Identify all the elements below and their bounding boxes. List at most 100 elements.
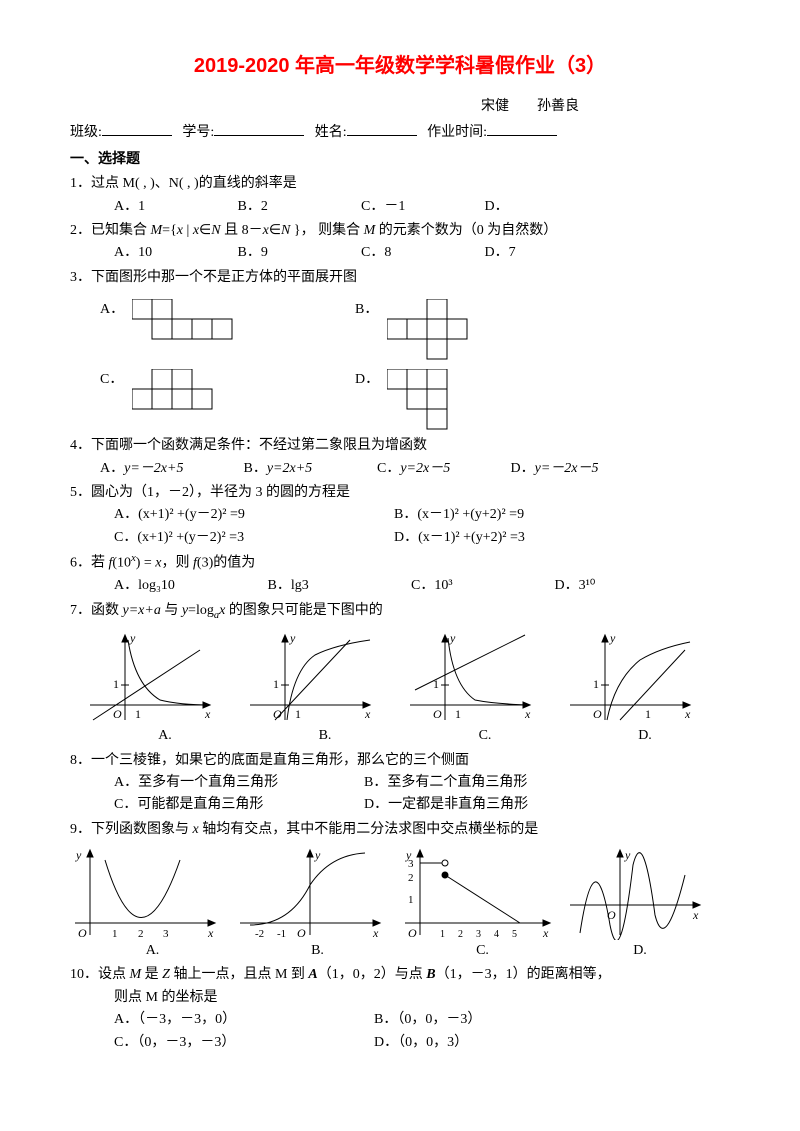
q1-A: A．1: [114, 196, 234, 218]
q5-options: A．(x+1)² +(y－2)² =9B．(x－1)² +(y+2)² =9 C…: [70, 504, 730, 549]
svg-text:x: x: [207, 926, 214, 940]
q2-C: C．8: [361, 242, 481, 264]
q3-row2: C． D．: [70, 369, 730, 433]
q3-row1: A． B．: [70, 299, 730, 363]
q5-B: B．(x－1)² +(y+2)² =9: [394, 504, 524, 526]
q1-options: A．1 B．2 C．－1 D．: [70, 196, 730, 218]
question-5: 5．圆心为（1，－2），半径为 3 的圆的方程是: [70, 482, 730, 504]
q3-net-B: [387, 299, 487, 363]
q3-net-C: [132, 369, 252, 413]
blank-class[interactable]: [102, 122, 172, 136]
q8-C: C．可能都是直角三角形: [114, 794, 364, 816]
svg-text:-2: -2: [255, 928, 264, 940]
q1-stem: 1．过点 M( , )、N( , )的直线的斜率是: [70, 176, 297, 191]
q3-net-A: [132, 299, 252, 343]
svg-text:x: x: [684, 707, 691, 721]
q2-options: A．10 B．9 C．8 D．7: [70, 242, 730, 264]
q9-fig-B: y x O -2 -1 B.: [235, 845, 400, 962]
label-id: 学号:: [182, 125, 214, 140]
q3-D-label: D．: [355, 369, 383, 391]
svg-text:O: O: [433, 707, 442, 721]
svg-text:2: 2: [458, 929, 463, 940]
q8-A: A．至多有一个直角三角形: [114, 772, 364, 794]
svg-text:x: x: [692, 908, 699, 922]
q6-C: C．10³: [411, 575, 551, 597]
q9-fig-A: y x O 1 2 3 A.: [70, 845, 235, 962]
q7-fig-A: y x O 1 1 A.: [85, 630, 245, 747]
svg-text:5: 5: [512, 929, 517, 940]
q7-fig-D: y x O 1 1 D.: [565, 630, 725, 747]
svg-text:1: 1: [440, 929, 445, 940]
question-10: 10．设点 M 是 Z 轴上一点，且点 M 到 A（1，0，2）与点 B（1，－…: [70, 964, 730, 986]
q9-D-label: D.: [565, 940, 715, 962]
svg-text:4: 4: [494, 929, 499, 940]
svg-text:x: x: [542, 926, 549, 940]
q8-options: A．至多有一个直角三角形B．至多有二个直角三角形 C．可能都是直角三角形D．一定…: [70, 772, 730, 817]
svg-text:1: 1: [273, 677, 279, 691]
question-2: 2．已知集合 M={x | x∈N 且 8－x∈N }， 则集合 M 的元素个数…: [70, 220, 730, 242]
q9-fig-C: y x O 3 2 1 1 2 3 4 5 C.: [400, 845, 565, 962]
q7-D-label: D.: [565, 725, 725, 747]
q7-A-label: A.: [85, 725, 245, 747]
q2-D: D．7: [485, 242, 605, 264]
svg-text:O: O: [408, 926, 417, 940]
svg-text:1: 1: [135, 707, 141, 721]
svg-text:1: 1: [113, 677, 119, 691]
svg-text:1: 1: [433, 677, 439, 691]
q10-D: D．（0，0，3）: [374, 1032, 468, 1054]
q4-A: A．y=－2x+5: [100, 458, 240, 480]
question-3: 3．下面图形中那一个不是正方体的平面展开图: [70, 267, 730, 289]
label-class: 班级:: [70, 125, 102, 140]
svg-text:y: y: [129, 631, 136, 645]
q7-figures: y x O 1 1 A. y x O 1 1 B.: [70, 630, 730, 747]
q1-C: C．－1: [361, 196, 481, 218]
question-1: 1．过点 M( , )、N( , )的直线的斜率是: [70, 173, 730, 195]
svg-text:x: x: [204, 707, 211, 721]
q6-A: A．log₃10: [114, 575, 264, 597]
q9-C-label: C.: [400, 940, 565, 962]
q2-B: B．9: [238, 242, 358, 264]
q7-fig-B: y x O 1 1 B.: [245, 630, 405, 747]
svg-text:1: 1: [593, 677, 599, 691]
blank-name[interactable]: [347, 122, 417, 136]
q9-A-label: A.: [70, 940, 235, 962]
label-name: 姓名:: [315, 125, 347, 140]
svg-text:1: 1: [295, 707, 301, 721]
svg-text:y: y: [609, 631, 616, 645]
q4-options: A．y=－2x+5 B．y=2x+5 C．y=2x－5 D．y=－2x－5: [70, 458, 730, 480]
q9-B-label: B.: [235, 940, 400, 962]
svg-text:O: O: [593, 707, 602, 721]
svg-text:O: O: [297, 926, 306, 940]
svg-text:1: 1: [112, 928, 118, 940]
question-7: 7．函数 y=x+a 与 y=logax 的图象只可能是下图中的: [70, 600, 730, 625]
question-6: 6．若 f(10x) = x，则 f(3)的值为: [70, 551, 730, 575]
blank-time[interactable]: [487, 122, 557, 136]
svg-text:y: y: [75, 848, 82, 862]
svg-text:x: x: [524, 707, 531, 721]
svg-text:O: O: [78, 926, 87, 940]
svg-text:y: y: [449, 631, 456, 645]
question-4: 4．下面哪一个函数满足条件：不经过第二象限且为增函数: [70, 435, 730, 457]
q10-stem2: 则点 M 的坐标是: [70, 987, 730, 1009]
q10-options: A．（－3，－3，0）B．（0，0，－3） C．（0，－3，－3）D．（0，0，…: [70, 1009, 730, 1054]
q5-A: A．(x+1)² +(y－2)² =9: [114, 504, 394, 526]
q3-net-D: [387, 369, 487, 433]
question-9: 9．下列函数图象与 x 轴均有交点，其中不能用二分法求图中交点横坐标的是: [70, 819, 730, 841]
q7-C-label: C.: [405, 725, 565, 747]
svg-text:3: 3: [408, 858, 414, 870]
q7-B-label: B.: [245, 725, 405, 747]
q8-D: D．一定都是非直角三角形: [364, 794, 528, 816]
q2-A: A．10: [114, 242, 234, 264]
q3-C-label: C．: [100, 369, 128, 391]
svg-text:1: 1: [455, 707, 461, 721]
blank-id[interactable]: [214, 122, 304, 136]
section-heading: 一、选择题: [70, 149, 730, 171]
page-title: 2019-2020 年高一年级数学学科暑假作业（3）: [70, 50, 730, 82]
svg-text:O: O: [113, 707, 122, 721]
q7-fig-C: y x O 1 1 C.: [405, 630, 565, 747]
info-row: 班级: 学号: 姓名: 作业时间:: [70, 122, 730, 144]
q3-B-label: B．: [355, 299, 383, 321]
q6-D: D．3¹⁰: [555, 575, 655, 597]
label-time: 作业时间:: [427, 125, 487, 140]
svg-text:x: x: [364, 707, 371, 721]
